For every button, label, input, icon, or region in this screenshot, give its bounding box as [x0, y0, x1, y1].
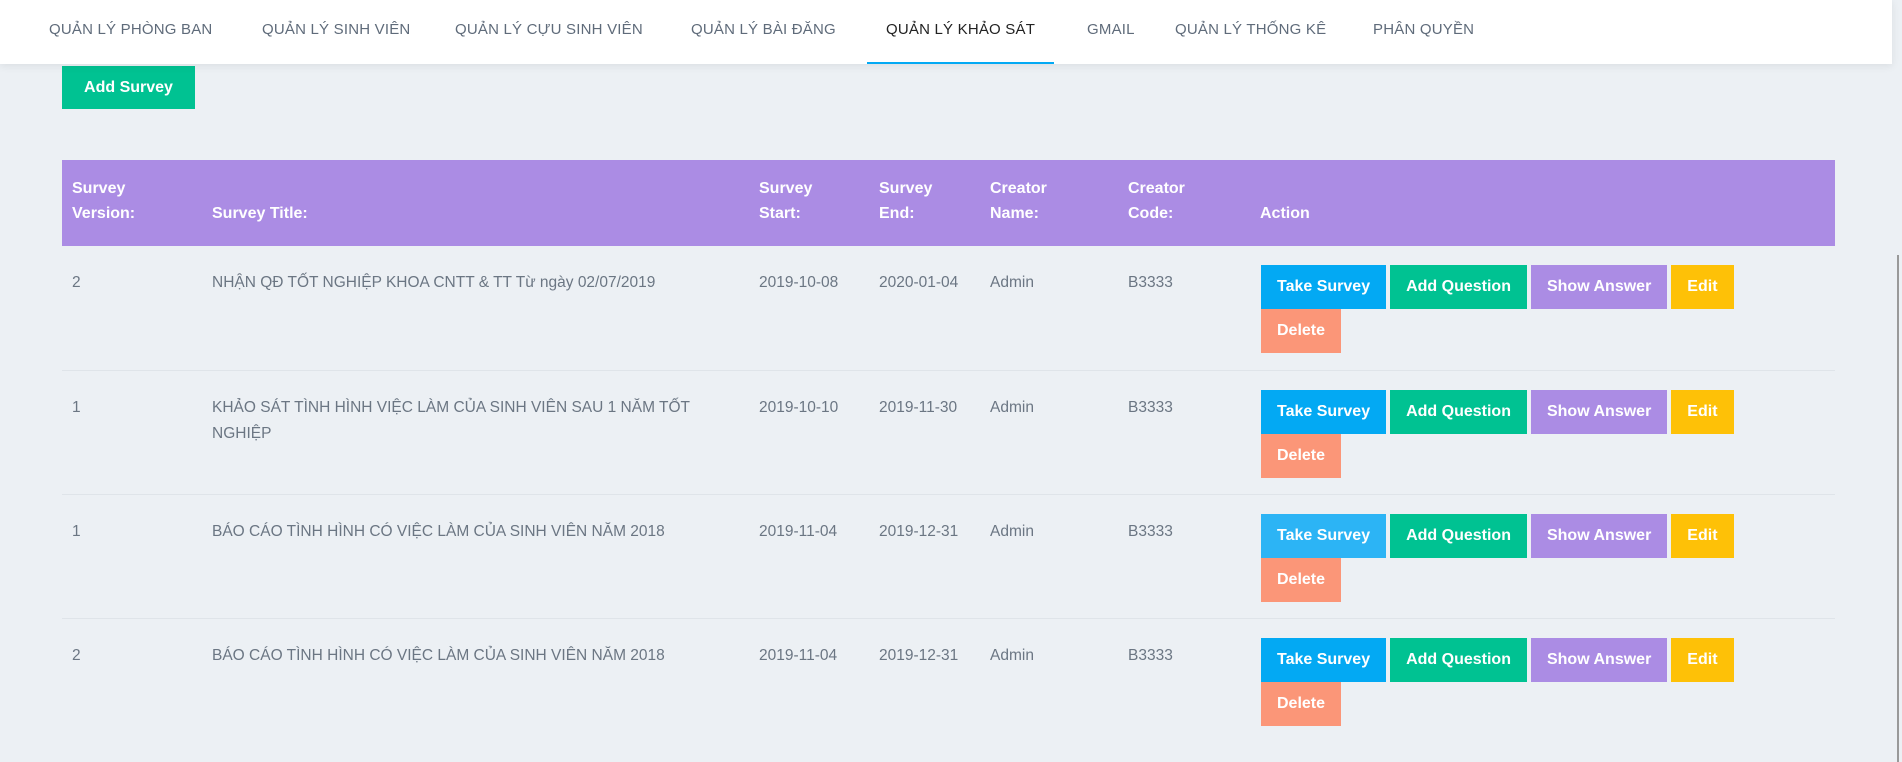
scrollbar-thumb[interactable]: [1897, 255, 1899, 762]
creator-code: B3333: [1118, 370, 1250, 495]
creator-code: B3333: [1118, 494, 1250, 619]
creator-name: Admin: [980, 494, 1118, 619]
survey-end: 2019-12-31: [869, 494, 980, 619]
actions-cell: Take Survey Add Question Show Answer Edit De…: [1250, 370, 1835, 495]
survey-start: 2019-11-04: [749, 494, 869, 619]
add-question-button[interactable]: Add Question: [1390, 265, 1527, 309]
table-header: Survey Version: Survey Title: Survey Sta…: [62, 160, 1835, 246]
survey-end: 2020-01-04: [869, 246, 980, 371]
survey-version: 2: [72, 646, 81, 664]
nav-departments[interactable]: QUẢN LÝ PHÒNG BAN: [49, 21, 213, 38]
table-row: 1 KHẢO SÁT TÌNH HÌNH VIỆC LÀM CỦA SINH V…: [62, 370, 1835, 495]
header-creator-name: Creator Name:: [980, 160, 1118, 246]
add-survey-button[interactable]: Add Survey: [62, 66, 195, 109]
survey-version: 1: [62, 494, 202, 619]
creator-name: Admin: [980, 370, 1118, 495]
header-start: Survey Start:: [749, 160, 869, 246]
creator-name: Admin: [980, 246, 1118, 371]
nav-gmail[interactable]: GMAIL: [1087, 21, 1135, 38]
take-survey-button[interactable]: Take Survey: [1261, 389, 1387, 434]
show-answer-button[interactable]: Show Answer: [1530, 513, 1668, 558]
show-answer-button[interactable]: Show Answer: [1530, 637, 1668, 682]
survey-table: Survey Version: Survey Title: Survey Sta…: [62, 160, 1835, 742]
actions-cell: Take Survey Add Question Show Answer Edit De…: [1250, 494, 1835, 619]
add-question-button[interactable]: Add Question: [1390, 513, 1527, 558]
survey-start: 2019-10-10: [749, 370, 869, 495]
nav-permissions[interactable]: PHÂN QUYỀN: [1373, 21, 1475, 38]
delete-button[interactable]: Delete: [1261, 557, 1342, 602]
survey-title: BÁO CÁO TÌNH HÌNH CÓ VIỆC LÀM CỦA SINH V…: [212, 646, 665, 664]
nav-alumni[interactable]: QUẢN LÝ CỰU SINH VIÊN: [455, 21, 643, 38]
show-answer-button[interactable]: Show Answer: [1530, 265, 1668, 309]
take-survey-button[interactable]: Take Survey: [1261, 513, 1387, 558]
header-title: Survey Title:: [202, 160, 749, 246]
survey-title: BÁO CÁO TÌNH HÌNH CÓ VIỆC LÀM CỦA SINH V…: [202, 494, 749, 619]
table-row: 2 NHẬN QĐ TỐT NGHIỆP KHOA CNTT & TT Từ n…: [62, 246, 1835, 371]
header-action: Action: [1250, 160, 1835, 246]
survey-version: 1: [62, 370, 202, 495]
nav-students[interactable]: QUẢN LÝ SINH VIÊN: [262, 21, 411, 38]
actions-cell: Take Survey Add Question Show Answer Edit De…: [1250, 246, 1835, 371]
edit-button[interactable]: Edit: [1671, 389, 1734, 434]
actions-cell: Take Survey Add Question Show Answer Edit De…: [1250, 618, 1835, 742]
table-row: 2 BÁO CÁO TÌNH HÌNH CÓ VIỆC LÀM CỦA SINH…: [62, 618, 1835, 742]
delete-button[interactable]: Delete: [1261, 309, 1342, 353]
show-answer-button[interactable]: Show Answer: [1530, 389, 1668, 434]
header-creator-code: Creator Code:: [1118, 160, 1250, 246]
survey-start: 2019-11-04: [759, 646, 838, 664]
take-survey-button[interactable]: Take Survey: [1261, 637, 1387, 682]
creator-name: Admin: [990, 646, 1034, 664]
scrollbar[interactable]: [1892, 0, 1902, 762]
survey-version: 2: [62, 246, 202, 371]
edit-button[interactable]: Edit: [1671, 265, 1734, 309]
edit-button[interactable]: Edit: [1671, 513, 1734, 558]
header-version: Survey Version:: [62, 160, 202, 246]
add-question-button[interactable]: Add Question: [1390, 637, 1527, 682]
survey-title: KHẢO SÁT TÌNH HÌNH VIỆC LÀM CỦA SINH VIÊ…: [202, 370, 749, 495]
survey-start: 2019-10-08: [749, 246, 869, 371]
take-survey-button[interactable]: Take Survey: [1261, 265, 1387, 309]
delete-button[interactable]: Delete: [1261, 681, 1342, 726]
creator-code: B3333: [1118, 246, 1250, 371]
table-row: 1 BÁO CÁO TÌNH HÌNH CÓ VIỆC LÀM CỦA SINH…: [62, 494, 1835, 619]
top-nav: QUẢN LÝ PHÒNG BAN QUẢN LÝ SINH VIÊN QUẢN…: [0, 0, 1892, 64]
survey-end: 2019-12-31: [879, 646, 959, 664]
nav-surveys[interactable]: QUẢN LÝ KHẢO SÁT: [867, 0, 1055, 64]
delete-button[interactable]: Delete: [1261, 433, 1342, 478]
survey-title: NHẬN QĐ TỐT NGHIỆP KHOA CNTT & TT Từ ngà…: [202, 246, 749, 371]
edit-button[interactable]: Edit: [1671, 637, 1734, 682]
header-end: Survey End:: [869, 160, 980, 246]
survey-end: 2019-11-30: [869, 370, 980, 495]
nav-statistics[interactable]: QUẢN LÝ THỐNG KÊ: [1175, 21, 1327, 38]
creator-code: B3333: [1128, 646, 1173, 664]
add-question-button[interactable]: Add Question: [1390, 389, 1527, 434]
nav-posts[interactable]: QUẢN LÝ BÀI ĐĂNG: [691, 21, 836, 38]
